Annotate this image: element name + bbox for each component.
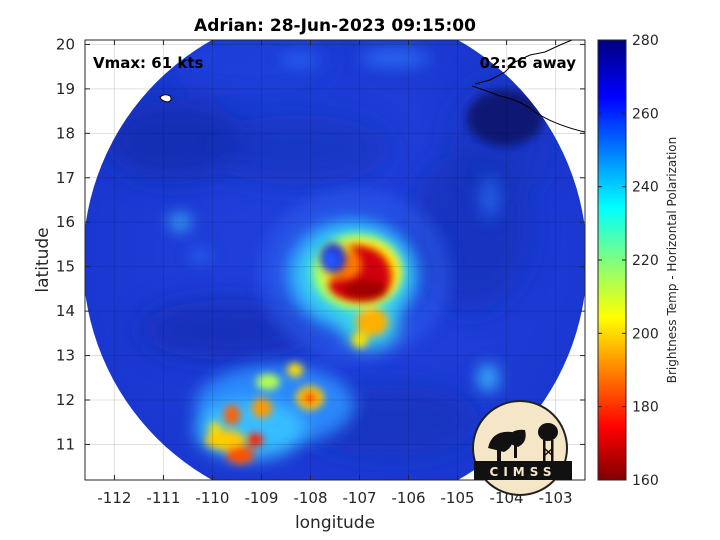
grid-lines xyxy=(85,40,585,480)
y-tick-label: 14 xyxy=(56,302,75,320)
brightness-temp-swath xyxy=(85,40,585,480)
y-tick-label: 15 xyxy=(56,258,75,276)
y-tick-label: 17 xyxy=(56,169,75,187)
y-tick-label: 13 xyxy=(56,347,75,365)
colorbar-tick-label: 220 xyxy=(632,253,659,269)
vmax-annotation: Vmax: 61 kts xyxy=(93,54,203,72)
colorbar-tick-label: 200 xyxy=(632,326,659,342)
water-tower-icon xyxy=(538,423,558,462)
y-axis-label: latitude xyxy=(33,227,53,292)
cimss-logo: CIMSS xyxy=(472,400,572,496)
colorbar-tick-label: 280 xyxy=(632,33,659,49)
x-tick-label: -106 xyxy=(392,489,426,507)
colorbar-label: Brightness Temp - Horizontal Polarizatio… xyxy=(665,137,679,384)
colorbar-tick-label: 240 xyxy=(632,180,659,196)
y-tick-label: 16 xyxy=(56,213,75,231)
time-offset-annotation: 02:26 away xyxy=(480,54,577,72)
x-axis-label: longitude xyxy=(295,513,375,533)
y-tick-label: 18 xyxy=(56,124,75,142)
x-tick-label: -112 xyxy=(97,489,131,507)
satellite-dish-icon xyxy=(488,429,526,461)
colorbar-tick-label: 180 xyxy=(632,400,659,416)
cimss-logo-text: CIMSS xyxy=(490,465,557,479)
x-tick-label: -107 xyxy=(342,489,376,507)
axes-box xyxy=(84,39,586,481)
coastline xyxy=(159,40,585,133)
x-tick-label: -108 xyxy=(293,489,327,507)
y-tick-label: 19 xyxy=(56,80,75,98)
x-tick-label: -109 xyxy=(244,489,278,507)
colorbar-ticks: 160 180 200 220 240 260 280 xyxy=(598,33,659,489)
x-tick-label: -110 xyxy=(195,489,229,507)
colorbar-tick-label: 160 xyxy=(632,473,659,489)
x-tick-label: -105 xyxy=(441,489,475,507)
y-tick-label: 12 xyxy=(56,391,75,409)
chart-title: Adrian: 28-Jun-2023 09:15:00 xyxy=(194,16,476,36)
y-axis-ticks: 11 12 13 14 15 16 17 18 19 20 xyxy=(56,35,585,453)
y-tick-label: 11 xyxy=(56,435,75,453)
x-axis-ticks: -112 -111 -110 -109 -108 -107 -106 -105 -104 -103 xyxy=(97,40,573,507)
colorbar: 160 180 200 220 240 260 280 Brightness Temp - … xyxy=(597,33,679,489)
y-tick-label: 20 xyxy=(56,35,75,53)
x-tick-label: -111 xyxy=(146,489,180,507)
colorbar-tick-label: 260 xyxy=(632,106,659,122)
colorbar-gradient xyxy=(597,39,627,481)
x-tick-label: -103 xyxy=(539,489,573,507)
